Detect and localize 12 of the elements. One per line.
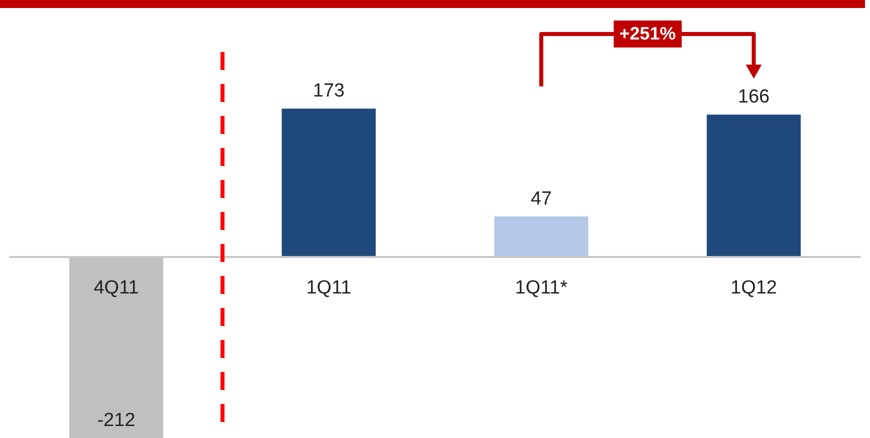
data-label: 173 (312, 80, 345, 102)
x-tick-label: 1Q11 (306, 278, 352, 299)
x-tick-label: 1Q11* (515, 278, 568, 299)
bar (282, 108, 376, 257)
data-label: 47 (530, 188, 552, 210)
data-label: -212 (97, 410, 136, 431)
data-label: 166 (738, 86, 770, 108)
annotation: +251% (613, 20, 682, 48)
bar (494, 216, 588, 257)
x-tick-label: 4Q11 (94, 278, 139, 299)
bar (706, 114, 801, 257)
x-tick-label: 1Q12 (730, 278, 777, 299)
